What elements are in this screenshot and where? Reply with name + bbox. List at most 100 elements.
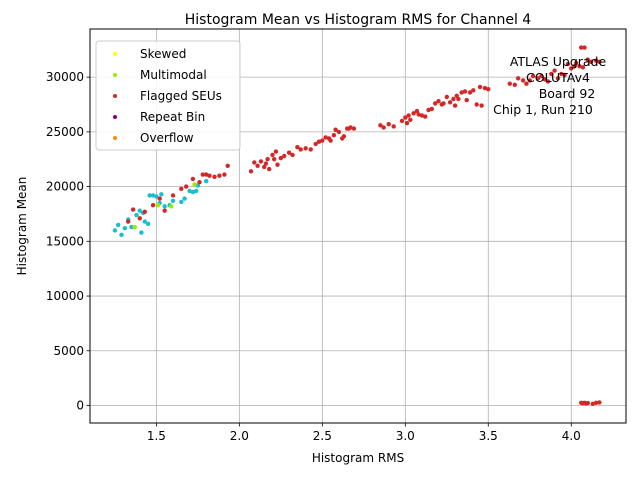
y-tick-label: 0 — [76, 398, 84, 412]
data-point — [512, 82, 517, 88]
data-point — [597, 400, 602, 405]
data-point — [444, 94, 449, 100]
legend-label: Repeat Bin — [140, 110, 205, 124]
legend-item-flagged-seus: Flagged SEUs — [113, 89, 222, 103]
data-point — [130, 207, 136, 212]
data-point — [248, 169, 254, 174]
data-point — [530, 73, 536, 79]
x-tick-label: 4.0 — [562, 429, 581, 443]
data-point — [252, 160, 257, 165]
data-point — [542, 77, 547, 82]
data-point — [585, 57, 590, 62]
data-point — [585, 400, 590, 406]
data-point — [179, 186, 184, 191]
data-point — [323, 135, 328, 140]
data-point — [333, 127, 338, 132]
data-point — [112, 228, 118, 233]
data-point — [582, 45, 587, 50]
data-point — [190, 176, 196, 182]
data-point — [282, 153, 287, 159]
annotation-line: ATLAS Upgrade — [510, 54, 607, 69]
data-point — [479, 103, 484, 108]
data-point — [336, 129, 342, 135]
data-point — [147, 193, 152, 198]
data-point — [142, 209, 147, 214]
data-point — [535, 76, 541, 81]
legend-label: Skewed — [140, 47, 186, 61]
data-point — [569, 66, 574, 71]
data-point — [590, 401, 595, 406]
data-point — [212, 174, 217, 179]
data-point — [200, 172, 205, 177]
data-point — [194, 188, 199, 194]
data-point — [197, 180, 202, 185]
data-point — [308, 147, 313, 152]
data-point — [577, 63, 582, 69]
legend-item-multimodal: Multimodal — [113, 68, 207, 82]
x-tick-label: 2.5 — [313, 429, 332, 443]
legend-box — [95, 40, 241, 151]
data-point — [348, 125, 353, 130]
legend-marker — [113, 115, 117, 119]
data-point — [351, 126, 357, 131]
data-point — [184, 184, 189, 189]
data-point — [273, 149, 279, 154]
data-point — [207, 173, 212, 178]
data-point — [386, 122, 391, 127]
data-point — [262, 164, 267, 170]
data-point — [204, 178, 209, 184]
legend-marker — [113, 52, 117, 56]
data-point — [139, 230, 144, 235]
legend-label: Multimodal — [140, 68, 207, 82]
data-point — [295, 145, 300, 150]
data-point — [162, 204, 167, 209]
data-point — [451, 96, 456, 102]
data-point — [423, 114, 428, 119]
annotation-line: COLUTAv4 — [526, 70, 590, 85]
y-tick-label: 5000 — [53, 344, 84, 358]
series-flagged-seus — [126, 45, 602, 406]
y-tick-label: 20000 — [46, 180, 84, 194]
series-normal — [112, 178, 209, 237]
legend-label: Overflow — [140, 131, 194, 145]
data-point — [132, 224, 137, 230]
y-axis-label: Histogram Mean — [15, 177, 29, 276]
x-tick-label: 3.5 — [479, 429, 498, 443]
data-point — [597, 59, 602, 64]
data-point — [272, 157, 277, 162]
data-point — [157, 196, 162, 201]
data-point — [217, 173, 222, 178]
annotation-line: Board 92 — [539, 86, 596, 101]
x-axis-ticks: 1.5 2.0 2.5 3.0 3.5 4.0 — [147, 423, 581, 443]
data-point — [126, 219, 131, 224]
data-point — [142, 219, 147, 224]
legend-item-repeat-bin: Repeat Bin — [113, 110, 205, 124]
data-point — [589, 59, 594, 64]
y-tick-label: 10000 — [46, 289, 84, 303]
data-point — [341, 134, 347, 139]
data-point — [170, 198, 176, 203]
data-point — [195, 183, 201, 188]
data-point — [331, 133, 337, 138]
data-point — [552, 68, 557, 73]
data-point — [182, 196, 187, 201]
data-point — [263, 161, 269, 166]
data-point — [462, 89, 468, 94]
data-point — [286, 150, 292, 155]
y-tick-label: 30000 — [46, 70, 84, 84]
data-point — [471, 88, 476, 93]
legend-label: Flagged SEUs — [140, 89, 222, 103]
data-point — [255, 163, 260, 168]
grid-lines — [90, 29, 626, 423]
data-point — [520, 78, 526, 83]
x-tick-label: 3.0 — [396, 429, 415, 443]
data-point — [122, 226, 128, 231]
data-point — [313, 141, 318, 147]
data-point — [225, 163, 230, 168]
data-point — [572, 63, 577, 69]
data-point — [129, 224, 134, 230]
data-point — [447, 100, 453, 105]
data-point — [565, 61, 571, 67]
data-point — [267, 166, 272, 172]
